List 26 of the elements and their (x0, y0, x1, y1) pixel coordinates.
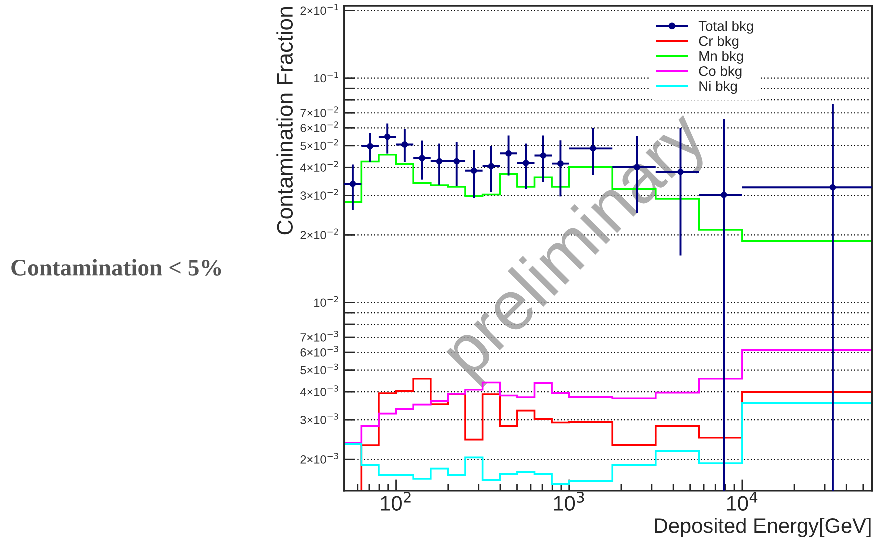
x-axis-title: Deposited Energy[GeV] (655, 518, 871, 538)
y-tick-label: 3×10$^{−2}$ (300, 189, 338, 200)
y-tick-label: 5×10$^{−2}$ (300, 139, 338, 150)
legend-label: Ni bkg (700, 81, 738, 94)
y-tick-label: 6×10$^{−3}$ (300, 346, 338, 357)
y-tick-label: 5×10$^{−3}$ (300, 364, 338, 375)
y-tick-label: 7×10$^{−2}$ (300, 106, 338, 118)
y-tick-label: 4×10$^{−2}$ (300, 161, 338, 172)
x-tick-label: 10$^{2}$ (381, 492, 411, 511)
y-tick-label: 10$^{−1}$ (314, 72, 338, 83)
y-tick-label: 2×10$^{−1}$ (300, 4, 338, 16)
y-tick-label: 3×10$^{−3}$ (300, 414, 338, 424)
y-tick-label: 2×10$^{−3}$ (300, 453, 338, 464)
y-tick-label: 2×10$^{−2}$ (300, 228, 338, 240)
y-tick-label: 6×10$^{−2}$ (300, 122, 338, 132)
y-axis-title: Contamination Fraction (276, 7, 294, 235)
text: Contamination < 5% (12, 259, 222, 276)
legend-label: Co bkg (699, 66, 742, 80)
y-tick-label: 7×10$^{−3}$ (300, 331, 338, 342)
x-tick-label: 10$^{3}$ (554, 492, 584, 511)
legend-label: Cr bkg (699, 36, 739, 49)
y-tick-label: 4×10$^{−3}$ (300, 386, 338, 396)
y-tick-label: 10$^{−2}$ (314, 296, 338, 308)
legend-label: Total bkg (698, 20, 754, 34)
x-tick-label: 10$^{4}$ (727, 492, 758, 511)
legend-label: Mn bkg (700, 51, 744, 64)
